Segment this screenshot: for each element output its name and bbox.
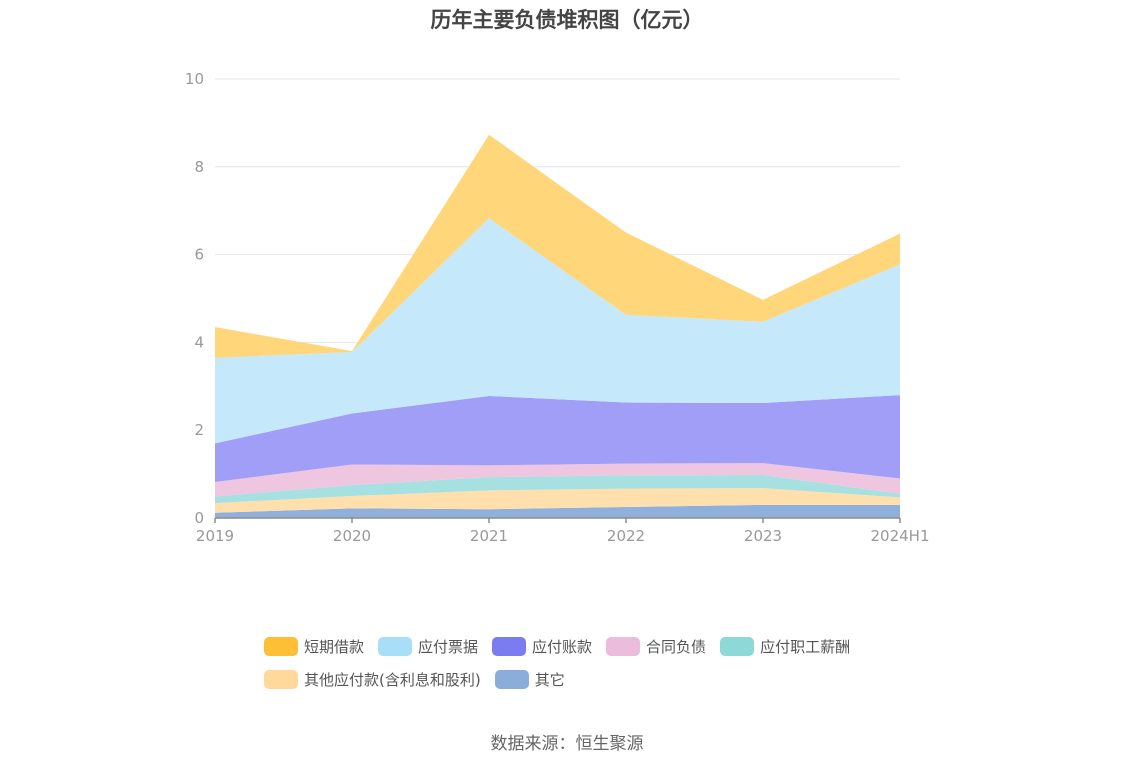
legend-item[interactable]: 应付票据 bbox=[378, 636, 478, 657]
area-series bbox=[215, 134, 900, 518]
legend-row-2: 其他应付款(含利息和股利) 其它 bbox=[264, 663, 904, 696]
x-tick-label: 2021 bbox=[470, 527, 508, 545]
legend-swatch bbox=[492, 637, 527, 656]
chart-title: 历年主要负债堆积图（亿元） bbox=[430, 8, 704, 32]
legend-item[interactable]: 其他应付款(含利息和股利) bbox=[264, 669, 481, 690]
legend-swatch bbox=[264, 670, 298, 689]
area-series-3 bbox=[215, 463, 900, 497]
legend-row-1: 短期借款 应付票据 应付账款 合同负债 应付职工薪酬 bbox=[264, 630, 904, 663]
y-tick-label: 0 bbox=[194, 509, 204, 527]
area-series-4 bbox=[215, 395, 900, 483]
area-series-5 bbox=[215, 218, 900, 444]
x-tick-label: 2019 bbox=[196, 527, 234, 545]
legend-item[interactable]: 合同负债 bbox=[606, 636, 706, 657]
legend-label: 应付职工薪酬 bbox=[760, 638, 851, 656]
area-series-6 bbox=[215, 134, 900, 358]
legend-label: 应付票据 bbox=[418, 638, 479, 656]
y-tick-label: 6 bbox=[194, 246, 204, 264]
x-tick-label: 2022 bbox=[607, 527, 645, 545]
area-series-2 bbox=[215, 474, 900, 504]
legend-item[interactable]: 短期借款 bbox=[264, 636, 364, 657]
stacked-area-chart: 0 2 4 6 8 10 2019 2020 2021 2022 2023 2024H1 bbox=[185, 70, 930, 545]
legend-item[interactable]: 应付账款 bbox=[492, 636, 592, 657]
legend-item[interactable]: 应付职工薪酬 bbox=[720, 636, 850, 657]
legend-swatch bbox=[378, 637, 413, 656]
y-tick-label: 2 bbox=[194, 421, 204, 439]
legend-label: 短期借款 bbox=[304, 638, 365, 656]
legend: 短期借款 应付票据 应付账款 合同负债 应付职工薪酬 其他应付款(含利息和股利) 其它 bbox=[264, 630, 904, 696]
legend-label: 合同负债 bbox=[646, 638, 707, 656]
legend-swatch bbox=[720, 637, 755, 656]
area-series-0 bbox=[215, 504, 900, 518]
legend-label: 其他应付款(含利息和股利) bbox=[304, 671, 481, 689]
legend-item[interactable]: 其它 bbox=[494, 669, 565, 690]
axes: 0 2 4 6 8 10 2019 2020 2021 2022 2023 2024H1 bbox=[185, 70, 930, 545]
data-source: 数据来源：恒生聚源 bbox=[490, 734, 644, 754]
x-tick-label: 2024H1 bbox=[871, 527, 930, 545]
legend-label: 其它 bbox=[534, 671, 565, 689]
y-tick-label: 10 bbox=[185, 70, 204, 88]
y-tick-label: 4 bbox=[194, 333, 204, 351]
x-tick-label: 2023 bbox=[744, 527, 782, 545]
legend-swatch bbox=[264, 637, 298, 656]
area-series-1 bbox=[215, 488, 900, 513]
legend-swatch bbox=[606, 637, 641, 656]
x-tick-label: 2020 bbox=[333, 527, 371, 545]
legend-swatch bbox=[494, 670, 529, 689]
y-tick-label: 8 bbox=[194, 158, 204, 176]
legend-label: 应付账款 bbox=[532, 638, 593, 656]
